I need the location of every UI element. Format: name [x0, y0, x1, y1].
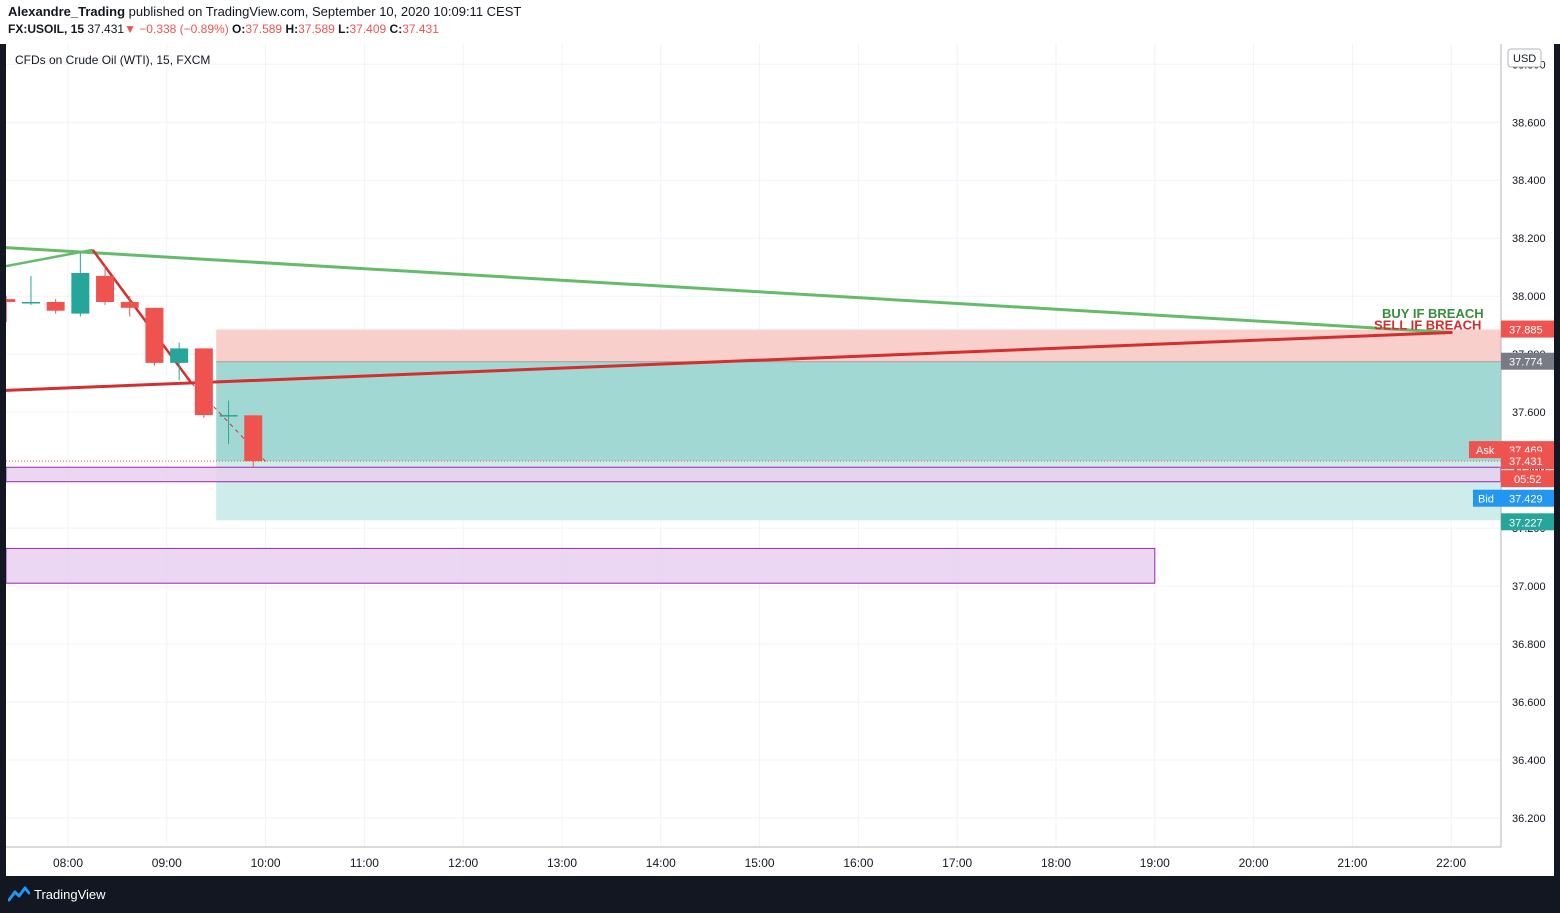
stop-price-label-bg — [1501, 320, 1554, 338]
sell-annotation: SELL IF BREACH — [1374, 318, 1481, 333]
target-price-label: 37.227 — [1509, 517, 1543, 529]
price-tick-label: 37.600 — [1512, 407, 1546, 419]
bid-price-label-bg — [1501, 489, 1554, 507]
candles — [0, 252, 263, 468]
last-price-label: 37.431 — [1509, 456, 1543, 468]
price-tick-label: 36.400 — [1512, 755, 1546, 767]
last-price-label-bg — [1501, 452, 1554, 470]
tradingview-logo-icon[interactable] — [8, 886, 30, 902]
price-change: −0.338 (−0.89%) — [139, 22, 229, 36]
zigzag-segment — [91, 249, 193, 384]
stop-price-label: 37.885 — [1509, 325, 1543, 337]
time-tick-label: 15:00 — [745, 856, 775, 870]
candle-body — [145, 307, 164, 363]
low-label: L: — [338, 22, 350, 36]
candle-body — [71, 273, 90, 314]
published-info: published on TradingView.com, September … — [128, 4, 522, 19]
last-price: 37.431 — [87, 22, 125, 36]
candle-body — [46, 302, 65, 311]
buy-annotation: BUY IF BREACH — [1382, 306, 1484, 321]
ask-tag-bg — [1469, 441, 1501, 459]
candle-body — [170, 348, 189, 363]
time-tick-label: 17:00 — [942, 856, 972, 870]
trendline-green — [0, 245, 1453, 334]
time-tick-label: 12:00 — [448, 856, 478, 870]
publish-header: Alexandre_Trading published on TradingVi… — [0, 0, 1560, 44]
bid-price-label: 37.429 — [1509, 494, 1543, 506]
low-value: 37.409 — [349, 22, 387, 36]
price-tick-label: 38.400 — [1512, 175, 1546, 187]
entry-price-label-bg — [1501, 352, 1554, 370]
price-tick-label: 37.000 — [1512, 581, 1546, 593]
countdown-bg — [1501, 470, 1554, 488]
time-tick-label: 16:00 — [843, 856, 873, 870]
time-tick-label: 19:00 — [1140, 856, 1170, 870]
price-axis[interactable]: 36.20036.40036.60036.80037.00037.20037.4… — [1469, 44, 1554, 876]
high-label: H: — [285, 22, 299, 36]
time-axis[interactable]: 08:00 09:00 10:00 11:00 12:00 13:00 14:00 15:00… — [6, 846, 1501, 876]
target-price-label-bg — [1501, 513, 1554, 531]
zones — [5, 329, 1502, 584]
price-tick-label: 36.800 — [1512, 639, 1546, 651]
time-tick-label: 22:00 — [1436, 856, 1466, 870]
profit-zone-filled — [216, 361, 1502, 462]
candle-body — [21, 302, 40, 304]
candle-body — [0, 299, 16, 303]
high-value: 37.589 — [298, 22, 335, 36]
price-tick-label: 38.000 — [1512, 291, 1546, 303]
open-label: O: — [232, 22, 246, 36]
open-value: 37.589 — [245, 22, 283, 36]
time-tick-label: 13:00 — [547, 856, 577, 870]
author-name[interactable]: Alexandre_Trading — [8, 4, 126, 19]
support-zone — [5, 547, 1156, 584]
candle-body — [96, 275, 115, 303]
publish-line: Alexandre_Trading published on TradingVi… — [8, 4, 521, 19]
price-tick-label: 38.600 — [1512, 117, 1546, 129]
time-tick-label: 14:00 — [646, 856, 676, 870]
candle-body — [120, 302, 139, 308]
bid-tag: Bid — [1478, 494, 1494, 506]
ask-tag: Ask — [1476, 445, 1495, 457]
trendline-red — [0, 330, 1453, 393]
down-arrow-icon: ▼ — [124, 22, 136, 36]
countdown-label: 05:52 — [1514, 474, 1542, 486]
entry-price-label: 37.774 — [1509, 357, 1543, 369]
price-tick-label: 36.200 — [1512, 813, 1546, 825]
chart-title: CFDs on Crude Oil (WTI), 15, FXCM — [15, 53, 210, 67]
tradingview-brand[interactable]: TradingView — [34, 887, 106, 902]
currency-label: USD — [1513, 53, 1536, 65]
close-label: C: — [389, 22, 403, 36]
time-tick-label: 11:00 — [350, 856, 379, 870]
candle-body — [194, 348, 213, 416]
time-tick-label: 09:00 — [152, 856, 182, 870]
time-tick-label: 21:00 — [1337, 856, 1367, 870]
symbol-label: FX:USOIL, 15 — [8, 22, 85, 36]
price-tick-label: 36.600 — [1512, 697, 1546, 709]
ohlc-line: FX:USOIL, 15 37.431▼ −0.338 (−0.89%) O:3… — [8, 22, 439, 36]
bid-tag-bg — [1473, 489, 1501, 507]
close-value: 37.431 — [402, 22, 439, 36]
support-zone — [5, 466, 1502, 483]
candle-body — [219, 415, 238, 417]
chart-area[interactable]: BUY IF BREACH SELL IF BREACH 36.200 36.400… — [0, 44, 1554, 876]
time-tick-label: 08:00 — [53, 856, 83, 870]
time-axis-bg — [6, 847, 1501, 876]
time-tick-label: 18:00 — [1041, 856, 1071, 870]
time-tick-label: 20:00 — [1239, 856, 1269, 870]
time-tick-label: 10:00 — [251, 856, 281, 870]
zigzag-segment — [0, 248, 93, 269]
price-tick-label: 38.200 — [1512, 233, 1546, 245]
candle-body — [244, 415, 263, 462]
currency-box — [1507, 48, 1542, 68]
footer-bar: TradingView — [0, 876, 1560, 913]
